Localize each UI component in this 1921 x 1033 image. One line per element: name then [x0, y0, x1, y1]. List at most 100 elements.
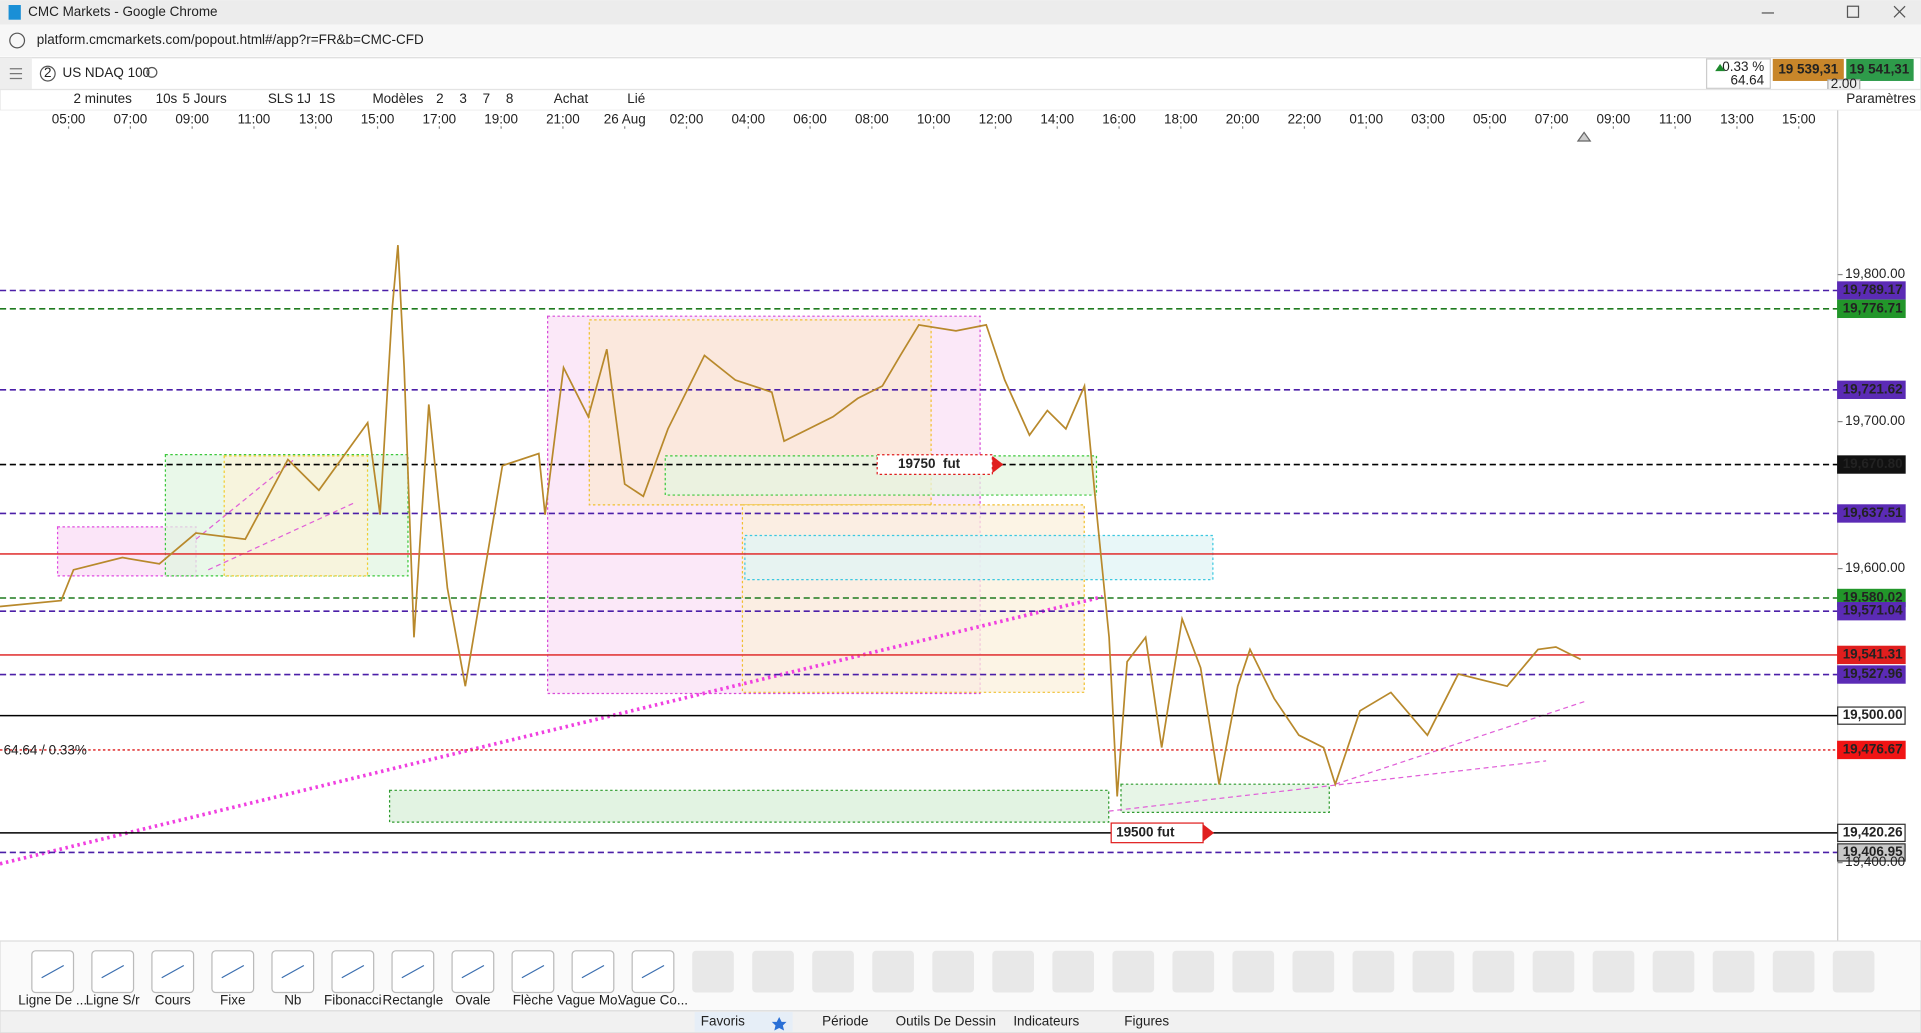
empty-tool-slot[interactable]: [1412, 950, 1455, 993]
tool-icon: [161, 964, 185, 979]
template-button[interactable]: 3: [459, 91, 467, 106]
template-button[interactable]: 8: [506, 91, 514, 106]
order-box[interactable]: [1110, 822, 1204, 844]
range-button[interactable]: SLS: [268, 91, 293, 106]
buy-price[interactable]: 19 541,31: [1849, 62, 1909, 77]
tool-label[interactable]: Flèche: [513, 993, 553, 1008]
template-button[interactable]: 2: [436, 91, 444, 106]
empty-tool-slot[interactable]: [1832, 950, 1875, 993]
settings[interactable]: Paramètres: [1846, 91, 1916, 106]
buy-button[interactable]: [1846, 58, 1914, 81]
trendline: [208, 501, 356, 571]
x-tick-label: 13:00: [1720, 112, 1754, 127]
x-tick-label: 09:00: [175, 112, 209, 127]
empty-tool-slot[interactable]: [1472, 950, 1515, 993]
x-tick-label: 16:00: [1102, 112, 1136, 127]
level-label: 19,476.67: [1843, 741, 1903, 756]
empty-tool-slot[interactable]: [992, 950, 1035, 993]
tool-label[interactable]: Ligne De ...: [18, 993, 87, 1008]
interval[interactable]: 2 minutes: [74, 91, 133, 106]
y-tick-label: 19,700.00: [1845, 413, 1905, 428]
range[interactable]: 5 Jours: [183, 91, 227, 106]
tool-icon: [581, 964, 605, 979]
tool-label[interactable]: Vague Mo...: [557, 993, 629, 1008]
tool-icon: [461, 964, 485, 979]
sell-button[interactable]: [1772, 58, 1844, 81]
level-label-box: [1837, 504, 1906, 523]
range-button[interactable]: 1J: [297, 91, 311, 106]
buy-toggle[interactable]: Achat: [554, 91, 589, 106]
trendline: [0, 594, 1104, 866]
tool-label[interactable]: Fibonacci: [324, 993, 382, 1008]
zone: [744, 534, 1214, 581]
level-label: 19,500.00: [1843, 707, 1903, 722]
bottom-tab[interactable]: Indicateurs: [1013, 1013, 1079, 1028]
level-label-box: [1837, 299, 1906, 319]
level-label-box: [1837, 645, 1906, 665]
link[interactable]: Lié: [627, 91, 645, 106]
tool-label[interactable]: Cours: [155, 993, 191, 1008]
template-button[interactable]: 7: [483, 91, 491, 106]
templates[interactable]: Modèles: [372, 91, 423, 106]
level-label: 19,580.02: [1843, 590, 1903, 605]
minimize[interactable]: [1761, 12, 1774, 14]
sell-price[interactable]: 19 539,31: [1778, 62, 1838, 77]
y-tick-label: 19,600.00: [1845, 560, 1905, 575]
x-tick-label: 11:00: [238, 112, 271, 127]
bottom-tab[interactable]: Période: [822, 1013, 868, 1028]
empty-tool-slot[interactable]: [1052, 950, 1095, 993]
empty-tool-slot[interactable]: [872, 950, 914, 993]
level-label-box: [1837, 380, 1906, 400]
x-tick-label: 05:00: [52, 112, 86, 127]
trendline: [1108, 760, 1547, 812]
tool-label[interactable]: Ligne S/r: [86, 993, 140, 1008]
empty-tool-slot[interactable]: [1232, 950, 1275, 993]
empty-tool-slot[interactable]: [752, 950, 794, 993]
tool-icon: [641, 964, 665, 979]
interval-short[interactable]: 10s: [156, 91, 178, 106]
tool-label[interactable]: Rectangle: [383, 993, 444, 1008]
tool-label[interactable]: Ovale: [455, 993, 490, 1008]
url[interactable]: platform.cmcmarkets.com/popout.html#/app…: [37, 32, 424, 47]
tool-label[interactable]: Vague Co...: [618, 993, 688, 1008]
empty-tool-slot[interactable]: [1772, 950, 1815, 993]
address-bar: [0, 24, 1921, 57]
star-icon[interactable]: [771, 1016, 787, 1031]
empty-tool-slot[interactable]: [1352, 950, 1395, 993]
level-label: 19,420.26: [1843, 824, 1903, 839]
close[interactable]: [1893, 5, 1906, 18]
empty-tool-slot[interactable]: [1592, 950, 1635, 993]
product-name[interactable]: US NDAQ 100: [62, 65, 150, 80]
zone: [223, 455, 369, 577]
maximize[interactable]: [1846, 5, 1860, 18]
x-tick-label: 04:00: [731, 112, 765, 127]
range-button[interactable]: 1S: [319, 91, 335, 106]
site-info[interactable]: [9, 32, 26, 49]
order-label: 19750 fut: [898, 456, 961, 471]
title-bar: [0, 0, 1921, 25]
empty-tool-slot[interactable]: [812, 950, 854, 993]
x-tick-label: 05:00: [1473, 112, 1507, 127]
empty-tool-slot[interactable]: [1652, 950, 1695, 993]
time-axis: [0, 110, 1921, 129]
level-label: 19,776.71: [1843, 300, 1903, 315]
empty-tool-slot[interactable]: [1712, 950, 1755, 993]
tool-icon: [41, 964, 65, 979]
scroll-marker[interactable]: [1576, 131, 1592, 142]
tool-label[interactable]: Nb: [284, 993, 301, 1008]
empty-tool-slot[interactable]: [1112, 950, 1155, 993]
empty-tool-slot[interactable]: [1532, 950, 1575, 993]
bottom-tab[interactable]: Figures: [1124, 1013, 1169, 1028]
empty-tool-slot[interactable]: [1172, 950, 1215, 993]
order-label: 19500 fut: [1116, 824, 1175, 839]
bottom-tab[interactable]: Outils De Dessin: [896, 1013, 996, 1028]
search-icon[interactable]: [146, 66, 158, 78]
change-box: [1705, 58, 1771, 89]
empty-tool-slot[interactable]: [1292, 950, 1335, 993]
empty-tool-slot[interactable]: [692, 950, 734, 993]
bottom-tab[interactable]: Favoris: [701, 1013, 745, 1028]
empty-tool-slot[interactable]: [932, 950, 974, 993]
tool-label[interactable]: Fixe: [220, 993, 245, 1008]
x-tick-label: 03:00: [1411, 112, 1445, 127]
